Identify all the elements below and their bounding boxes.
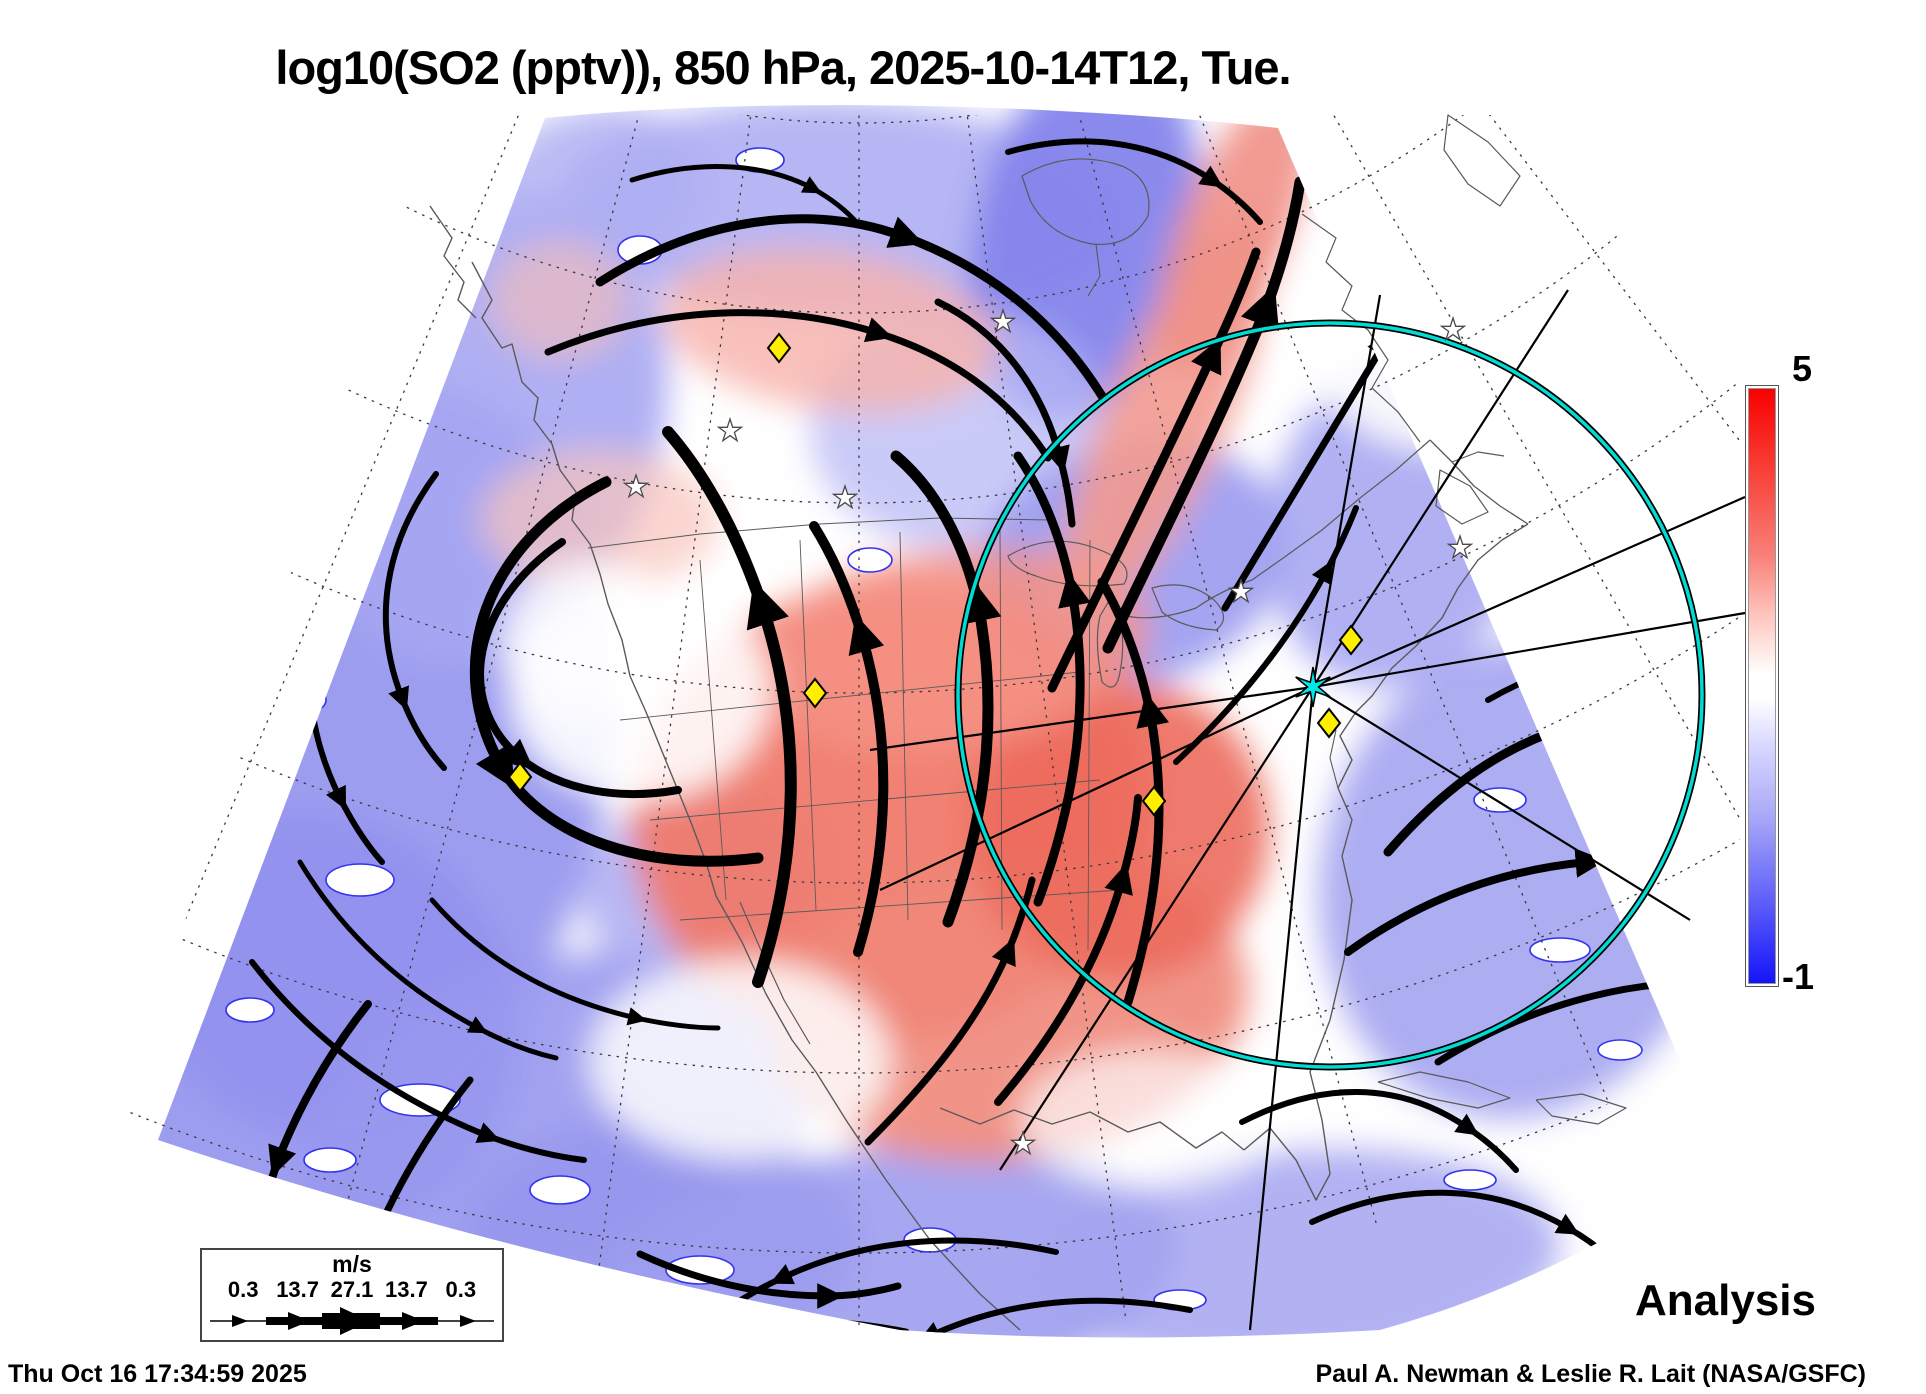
wind-speed-legend: m/s 0.3 13.7 27.1 13.7 0.3 <box>200 1248 504 1342</box>
city-star-icon <box>1439 315 1467 342</box>
analysis-label: Analysis <box>1635 1276 1816 1325</box>
site-star-icon <box>1295 666 1331 708</box>
trajectory-lines-layer <box>869 289 1746 1331</box>
city-star-icon <box>1227 577 1255 604</box>
city-star-icon <box>716 416 744 443</box>
wind-value: 0.3 <box>445 1277 477 1302</box>
diamond-site-icon <box>766 332 792 364</box>
credit: Paul A. Newman & Leslie R. Lait (NASA/GS… <box>1315 1360 1866 1388</box>
city-star-icon <box>831 483 859 510</box>
coastline-layer <box>429 114 1627 1331</box>
wind-streamline-layer <box>249 138 1725 1338</box>
colorbar <box>1745 385 1779 987</box>
wind-value: 27.1 <box>330 1277 374 1302</box>
timestamp: Thu Oct 16 17:34:59 2025 <box>8 1360 307 1388</box>
city-star-icon <box>1446 533 1474 560</box>
wind-value: 13.7 <box>276 1277 320 1302</box>
colorbar-max-label: 5 <box>1792 348 1813 389</box>
wind-values-row: 0.3 13.7 27.1 13.7 0.3 <box>202 1277 502 1303</box>
wind-value: 13.7 <box>385 1277 428 1302</box>
figure-title: log10(SO2 (pptv)), 850 hPa, 2025-10-14T1… <box>275 41 1291 94</box>
wind-value: 0.3 <box>227 1277 259 1302</box>
city-star-icon <box>989 307 1017 334</box>
wind-units-label: m/s <box>332 1251 372 1277</box>
so2-contour-holes <box>225 147 1643 1311</box>
diamond-site-icon <box>507 761 533 793</box>
diamond-site-icon <box>1316 707 1342 739</box>
wind-scale-arrow-icon <box>210 1307 494 1335</box>
city-star-icon <box>622 472 650 499</box>
site-markers-layer <box>507 307 1474 1156</box>
range-ring <box>954 319 1706 1071</box>
diamond-site-icon <box>1338 624 1364 656</box>
city-star-icon <box>1009 1129 1037 1156</box>
diamond-site-icon <box>1141 785 1167 817</box>
colorbar-min-label: -1 <box>1782 956 1815 997</box>
diamond-site-icon <box>802 677 828 709</box>
